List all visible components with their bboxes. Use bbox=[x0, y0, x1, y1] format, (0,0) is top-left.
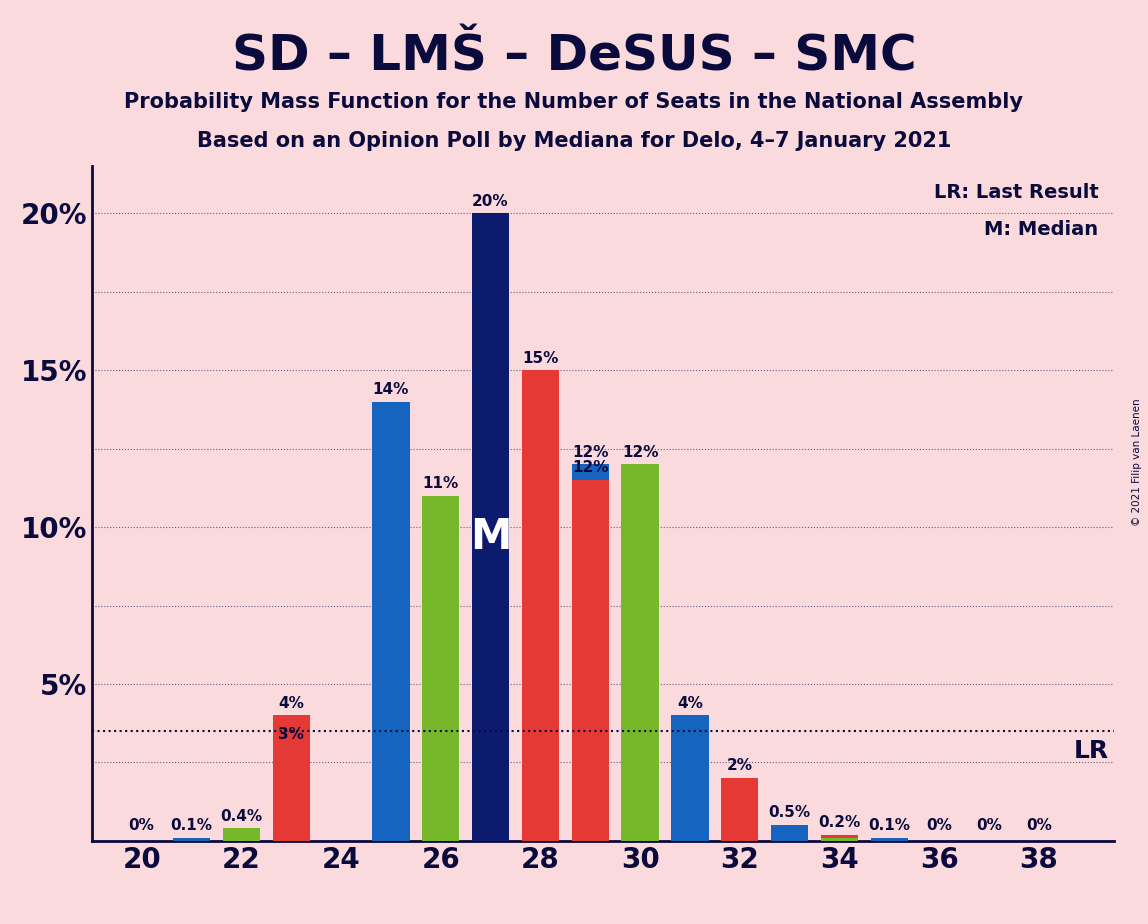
Text: 0.1%: 0.1% bbox=[171, 818, 212, 833]
Text: 2%: 2% bbox=[727, 759, 753, 773]
Text: 12%: 12% bbox=[572, 460, 608, 475]
Bar bbox=[472, 213, 510, 841]
Bar bbox=[771, 825, 808, 841]
Text: M: Median: M: Median bbox=[985, 220, 1099, 239]
Text: 15%: 15% bbox=[522, 350, 559, 366]
Text: 12%: 12% bbox=[622, 444, 658, 459]
Bar bbox=[223, 828, 261, 841]
Text: SD – LMŠ – DeSUS – SMC: SD – LMŠ – DeSUS – SMC bbox=[232, 32, 916, 80]
Bar bbox=[173, 838, 210, 841]
Text: M: M bbox=[470, 516, 511, 557]
Bar bbox=[870, 838, 908, 841]
Bar bbox=[821, 838, 858, 841]
Text: © 2021 Filip van Laenen: © 2021 Filip van Laenen bbox=[1132, 398, 1142, 526]
Bar bbox=[272, 715, 310, 841]
Bar bbox=[422, 496, 459, 841]
Bar bbox=[572, 465, 608, 841]
Text: 0.5%: 0.5% bbox=[768, 806, 810, 821]
Text: Probability Mass Function for the Number of Seats in the National Assembly: Probability Mass Function for the Number… bbox=[124, 92, 1024, 113]
Text: 4%: 4% bbox=[677, 696, 703, 711]
Text: 0%: 0% bbox=[976, 818, 1002, 833]
Text: 12%: 12% bbox=[572, 444, 608, 459]
Bar bbox=[521, 371, 559, 841]
Bar bbox=[721, 778, 759, 841]
Text: LR: LR bbox=[1073, 739, 1109, 763]
Text: 0.2%: 0.2% bbox=[819, 815, 861, 830]
Bar bbox=[572, 480, 608, 841]
Text: 3%: 3% bbox=[278, 727, 304, 742]
Text: 4%: 4% bbox=[278, 696, 304, 711]
Bar bbox=[821, 834, 858, 841]
Bar bbox=[621, 465, 659, 841]
Text: 0%: 0% bbox=[1026, 818, 1052, 833]
Bar bbox=[272, 747, 310, 841]
Text: 0.4%: 0.4% bbox=[220, 808, 263, 823]
Bar bbox=[372, 402, 410, 841]
Text: 0.1%: 0.1% bbox=[868, 818, 910, 833]
Bar bbox=[672, 715, 708, 841]
Text: LR: Last Result: LR: Last Result bbox=[933, 183, 1099, 202]
Text: 0%: 0% bbox=[129, 818, 155, 833]
Text: 14%: 14% bbox=[373, 382, 409, 397]
Text: Based on an Opinion Poll by Mediana for Delo, 4–7 January 2021: Based on an Opinion Poll by Mediana for … bbox=[196, 131, 952, 152]
Text: 11%: 11% bbox=[422, 476, 459, 491]
Text: 0%: 0% bbox=[926, 818, 952, 833]
Text: 20%: 20% bbox=[472, 194, 509, 209]
